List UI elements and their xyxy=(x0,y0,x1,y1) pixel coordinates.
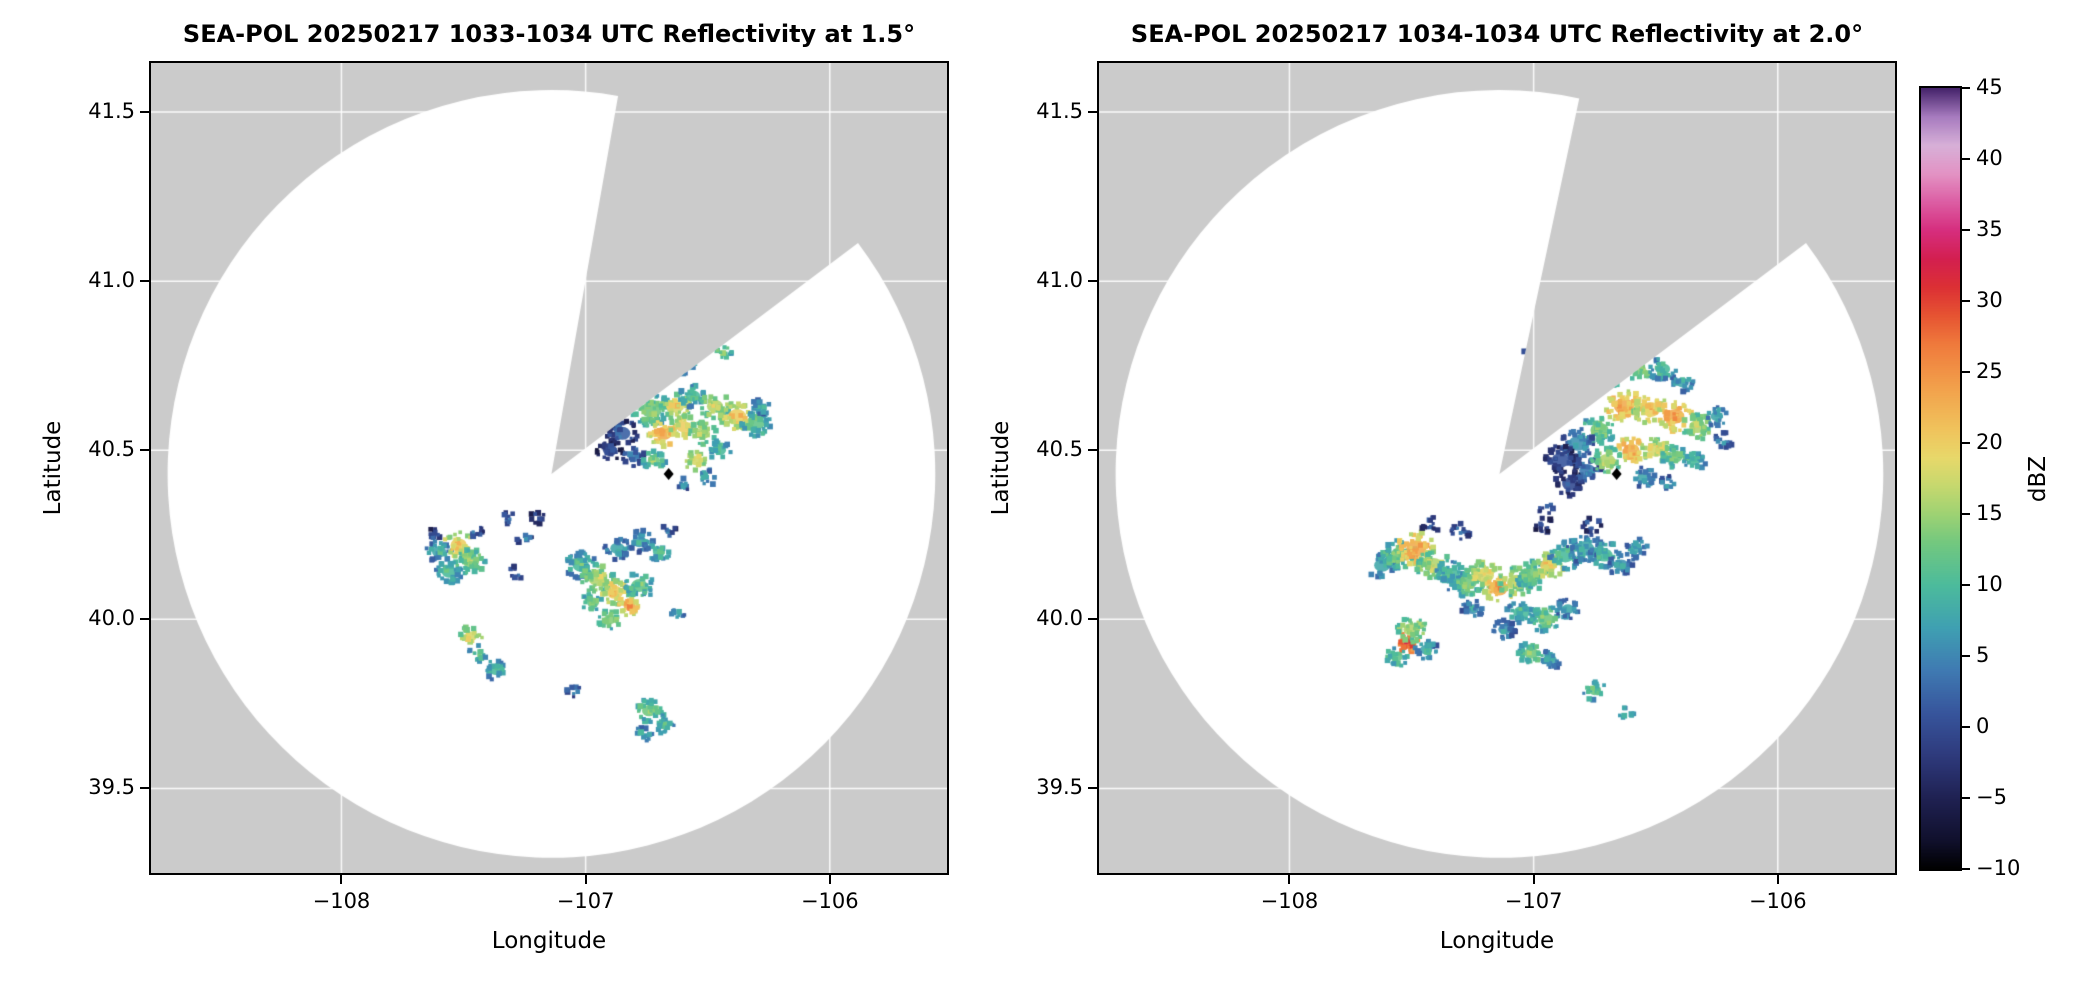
colorbar-tick-mark xyxy=(1962,442,1970,444)
x-tick-label: −107 xyxy=(556,889,615,913)
colorbar xyxy=(1919,86,1962,871)
right-radar-plot-canvas xyxy=(1099,63,1895,873)
colorbar-tick-label: 35 xyxy=(1976,217,2003,241)
colorbar-tick-mark xyxy=(1962,371,1970,373)
x-tick-label: −106 xyxy=(1748,889,1807,913)
right-yaxis-label: Latitude xyxy=(988,420,1014,516)
y-tick-mark xyxy=(1088,111,1097,114)
colorbar-tick-mark xyxy=(1962,584,1970,586)
x-tick-mark xyxy=(584,875,587,884)
y-tick-mark xyxy=(1088,449,1097,452)
colorbar-tick-label: −10 xyxy=(1976,856,2021,880)
x-tick-mark xyxy=(1776,875,1779,884)
colorbar-tick-label: 45 xyxy=(1976,75,2003,99)
left-yaxis-label: Latitude xyxy=(40,420,66,516)
colorbar-tick-label: 40 xyxy=(1976,146,2003,170)
colorbar-tick-label: 15 xyxy=(1976,501,2003,525)
x-tick-mark xyxy=(1532,875,1535,884)
y-tick-label: 39.5 xyxy=(1036,775,1083,800)
y-tick-mark xyxy=(140,111,149,114)
x-tick-mark xyxy=(340,875,343,884)
left-panel-title: SEA-POL 20250217 1033-1034 UTC Reflectiv… xyxy=(182,20,916,48)
y-tick-label: 41.5 xyxy=(88,99,135,124)
colorbar-tick-mark xyxy=(1962,726,1970,728)
y-tick-mark xyxy=(1088,280,1097,283)
y-tick-label: 40.0 xyxy=(1036,606,1083,631)
x-tick-label: −107 xyxy=(1504,889,1563,913)
y-tick-label: 41.5 xyxy=(1036,99,1083,124)
colorbar-tick-mark xyxy=(1962,868,1970,870)
colorbar-tick-label: 30 xyxy=(1976,288,2003,312)
y-tick-label: 40.5 xyxy=(1036,437,1083,462)
colorbar-tick-label: 0 xyxy=(1976,714,1990,738)
colorbar-tick-mark xyxy=(1962,87,1970,89)
colorbar-tick-mark xyxy=(1962,229,1970,231)
y-tick-mark xyxy=(140,449,149,452)
y-tick-mark xyxy=(140,618,149,621)
x-tick-mark xyxy=(1288,875,1291,884)
x-tick-label: −108 xyxy=(1260,889,1319,913)
colorbar-gradient-canvas xyxy=(1921,88,1960,869)
left-radar-panel xyxy=(149,61,949,875)
colorbar-tick-label: 10 xyxy=(1976,572,2003,596)
y-tick-label: 40.5 xyxy=(88,437,135,462)
colorbar-tick-mark xyxy=(1962,300,1970,302)
colorbar-tick-mark xyxy=(1962,513,1970,515)
y-tick-label: 41.0 xyxy=(88,268,135,293)
y-tick-mark xyxy=(140,280,149,283)
left-xaxis-label: Longitude xyxy=(491,928,607,954)
colorbar-label: dBZ xyxy=(2025,455,2051,502)
y-tick-label: 41.0 xyxy=(1036,268,1083,293)
colorbar-tick-label: 5 xyxy=(1976,643,1990,667)
left-radar-plot-canvas xyxy=(151,63,947,873)
right-radar-panel xyxy=(1097,61,1897,875)
x-tick-mark xyxy=(828,875,831,884)
colorbar-tick-mark xyxy=(1962,797,1970,799)
right-xaxis-label: Longitude xyxy=(1439,928,1555,954)
x-tick-label: −108 xyxy=(312,889,371,913)
y-tick-label: 39.5 xyxy=(88,775,135,800)
colorbar-tick-mark xyxy=(1962,655,1970,657)
right-panel-title: SEA-POL 20250217 1034-1034 UTC Reflectiv… xyxy=(1130,20,1864,48)
y-tick-mark xyxy=(1088,787,1097,790)
y-tick-mark xyxy=(1088,618,1097,621)
x-tick-label: −106 xyxy=(800,889,859,913)
colorbar-tick-label: 25 xyxy=(1976,359,2003,383)
y-tick-mark xyxy=(140,787,149,790)
y-tick-label: 40.0 xyxy=(88,606,135,631)
colorbar-tick-label: −5 xyxy=(1976,785,2007,809)
colorbar-tick-label: 20 xyxy=(1976,430,2003,454)
colorbar-tick-mark xyxy=(1962,158,1970,160)
